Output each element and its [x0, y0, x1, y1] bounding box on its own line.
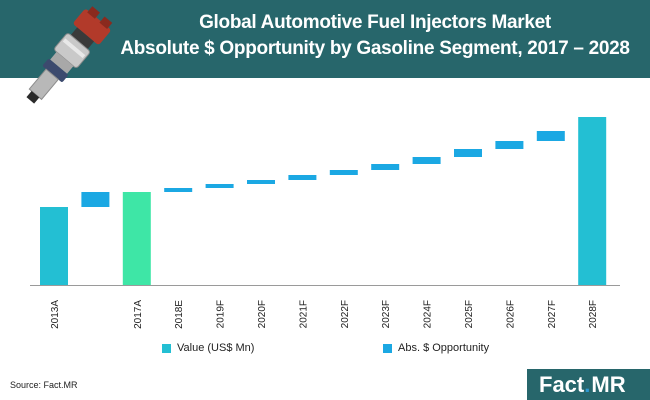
- legend-swatch-value: [162, 343, 171, 353]
- source-note: Source: Fact.MR: [10, 380, 78, 390]
- x-tick-label-2020F: 2020F: [257, 300, 268, 328]
- opportunity-bar-gap-2013-2017: [81, 192, 110, 207]
- x-tick-label-2028F: 2028F: [588, 300, 599, 328]
- x-tick-label-2022F: 2022F: [340, 300, 351, 328]
- logo-text-suffix: MR: [591, 372, 626, 397]
- title-banner: Global Automotive Fuel Injectors Market …: [0, 0, 650, 78]
- opportunity-bar-2019F: [205, 184, 234, 188]
- opportunity-bar-2022F: [329, 170, 358, 175]
- opportunity-bar-2024F: [412, 157, 441, 164]
- opportunity-bar-2021F: [288, 175, 317, 180]
- opportunity-bar-2023F: [371, 164, 400, 170]
- x-tick-label-2018E: 2018E: [174, 300, 185, 329]
- fuel-injector-icon: [26, 6, 113, 104]
- legend-label-value: Value (US$ Mn): [177, 342, 255, 354]
- x-tick-label-2013A: 2013A: [50, 300, 61, 329]
- chart-title: Global Automotive Fuel Injectors Market …: [110, 10, 640, 62]
- x-tick-label-2027F: 2027F: [547, 300, 558, 328]
- title-line-2: Absolute $ Opportunity by Gasoline Segme…: [120, 38, 630, 59]
- x-tick-label-2023F: 2023F: [381, 300, 392, 328]
- logo-text-dot: .: [584, 372, 591, 397]
- x-tick-label-2019F: 2019F: [216, 300, 227, 328]
- legend-label-opportunity: Abs. $ Opportunity: [398, 342, 490, 354]
- opportunity-bar-2018E: [164, 188, 193, 192]
- opportunity-bar-2026F: [495, 141, 524, 149]
- legend-swatch-opportunity: [383, 343, 392, 353]
- legend-item-opportunity: Abs. $ Opportunity: [383, 342, 489, 354]
- factmr-logo: Fact.MR: [527, 369, 650, 400]
- opportunity-bar-2025F: [454, 149, 482, 157]
- logo-text-main: Fact: [539, 372, 585, 397]
- opportunity-bar-2027F: [536, 131, 565, 141]
- value-bar-2028F: [578, 117, 607, 285]
- legend-item-value: Value (US$ Mn): [162, 342, 254, 354]
- x-tick-label-2024F: 2024F: [423, 300, 434, 328]
- x-tick-label-2026F: 2026F: [505, 300, 516, 328]
- value-bar-2013A: [40, 207, 68, 285]
- opportunity-bar-2020F: [247, 180, 275, 184]
- value-bar-2017A: [122, 192, 151, 285]
- title-line-1: Global Automotive Fuel Injectors Market: [199, 12, 551, 33]
- x-tick-label-2017A: 2017A: [133, 300, 144, 329]
- x-tick-label-2025F: 2025F: [464, 300, 475, 328]
- x-tick-label-2021F: 2021F: [298, 300, 309, 328]
